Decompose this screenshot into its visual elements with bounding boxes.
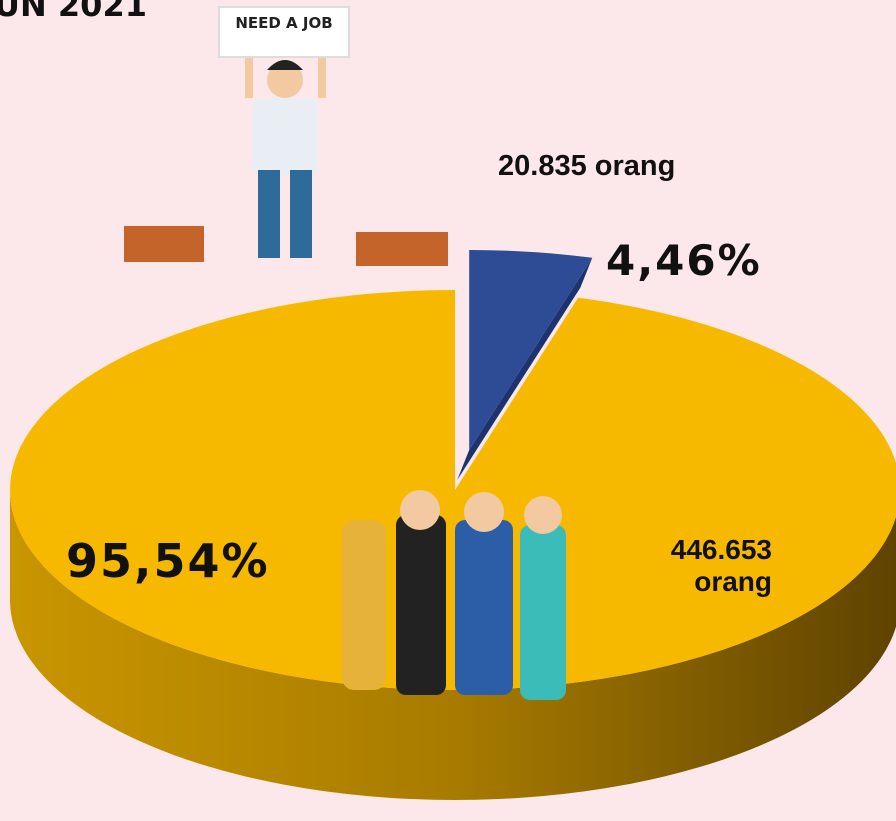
chart-title: UN 2021 xyxy=(0,0,147,24)
slice xyxy=(10,290,896,690)
slice xyxy=(469,250,593,450)
job-seeker-illustration xyxy=(124,58,448,266)
value-label: 95,54% xyxy=(66,534,270,588)
value-label: 4,46% xyxy=(606,236,762,285)
count-label: 20.835 orang xyxy=(498,150,676,182)
slice-side xyxy=(10,490,896,800)
count-label: 446.653 orang xyxy=(670,534,772,597)
sign-text: NEED A JOB xyxy=(218,6,350,58)
workers-illustration xyxy=(342,490,566,700)
slice-edge xyxy=(457,257,593,480)
